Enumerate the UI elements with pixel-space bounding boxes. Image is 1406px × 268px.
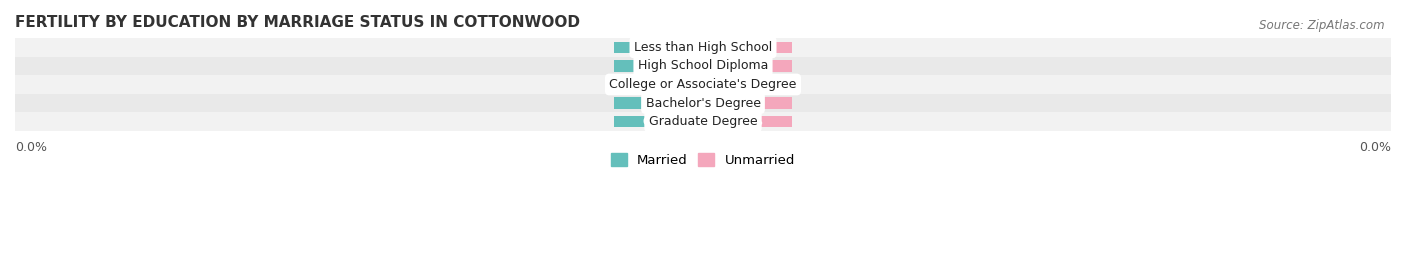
Text: 0.0%: 0.0% bbox=[733, 61, 763, 71]
Text: College or Associate's Degree: College or Associate's Degree bbox=[609, 78, 797, 91]
Text: 0.0%: 0.0% bbox=[643, 42, 673, 52]
Bar bbox=[613, 97, 703, 109]
Text: Less than High School: Less than High School bbox=[634, 41, 772, 54]
Legend: Married, Unmarried: Married, Unmarried bbox=[606, 148, 800, 173]
Text: 0.0%: 0.0% bbox=[1360, 141, 1391, 154]
Text: 0.0%: 0.0% bbox=[643, 117, 673, 126]
Bar bbox=[15, 38, 1391, 57]
Text: 0.0%: 0.0% bbox=[733, 98, 763, 108]
Text: 0.0%: 0.0% bbox=[643, 80, 673, 90]
Bar bbox=[703, 42, 793, 53]
Bar bbox=[15, 57, 1391, 75]
Text: Bachelor's Degree: Bachelor's Degree bbox=[645, 96, 761, 110]
Text: FERTILITY BY EDUCATION BY MARRIAGE STATUS IN COTTONWOOD: FERTILITY BY EDUCATION BY MARRIAGE STATU… bbox=[15, 15, 581, 30]
Bar bbox=[15, 94, 1391, 112]
Text: 0.0%: 0.0% bbox=[15, 141, 46, 154]
Text: 0.0%: 0.0% bbox=[643, 61, 673, 71]
Text: 0.0%: 0.0% bbox=[643, 98, 673, 108]
Bar bbox=[703, 60, 793, 72]
Text: High School Diploma: High School Diploma bbox=[638, 59, 768, 72]
Bar bbox=[613, 79, 703, 90]
Bar bbox=[703, 116, 793, 127]
Bar bbox=[703, 97, 793, 109]
Text: Graduate Degree: Graduate Degree bbox=[648, 115, 758, 128]
Text: 0.0%: 0.0% bbox=[733, 42, 763, 52]
Bar bbox=[613, 42, 703, 53]
Text: Source: ZipAtlas.com: Source: ZipAtlas.com bbox=[1260, 19, 1385, 32]
Bar bbox=[15, 112, 1391, 131]
Bar bbox=[703, 79, 793, 90]
Bar bbox=[613, 116, 703, 127]
Bar bbox=[613, 60, 703, 72]
Bar bbox=[15, 75, 1391, 94]
Text: 0.0%: 0.0% bbox=[733, 80, 763, 90]
Text: 0.0%: 0.0% bbox=[733, 117, 763, 126]
